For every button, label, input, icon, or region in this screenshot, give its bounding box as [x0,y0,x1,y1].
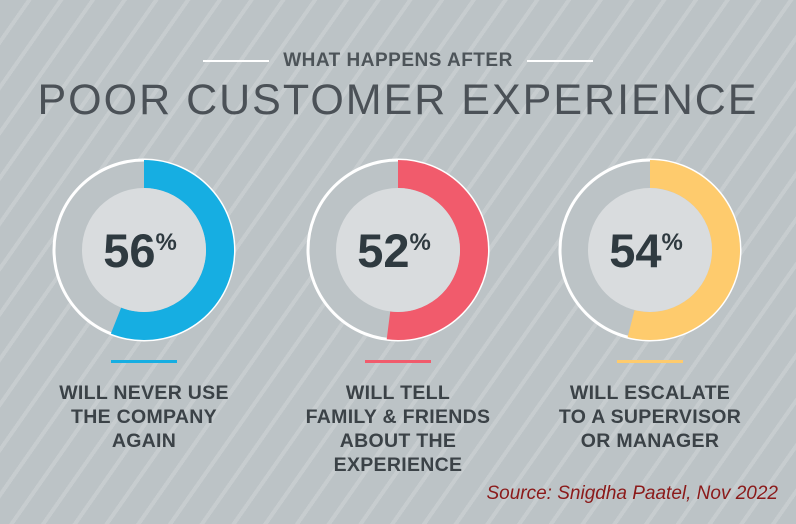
caption-line: WILL ESCALATE [569,382,731,404]
subtitle: WHAT HAPPENS AFTER [283,50,513,71]
stat-caption: WILL NEVER USE THE COMPANY AGAIN [24,381,264,453]
data-label: 54% [609,224,683,277]
color-divider [617,360,683,363]
donut-value-arc [110,160,234,340]
stat-tell-friends: 52% WILL TELL FAMILY & FRIENDS ABOUT THE EXP… [278,158,518,477]
donut-chart: 56% [52,158,236,342]
data-label: 52% [357,224,431,277]
caption-line: OR MANAGER [580,430,720,452]
stat-caption: WILL TELL FAMILY & FRIENDS ABOUT THE EXPERI… [278,381,518,477]
color-divider [365,360,431,363]
donut-chart: 54% [558,158,742,342]
caption-line: TO A SUPERVISOR [558,406,742,428]
donut-inner-disc [82,188,206,312]
subtitle-right-rule [526,60,593,62]
subtitle-left-rule [203,60,270,62]
caption-line: WILL TELL [345,382,451,404]
stat-never-use: 56% WILL NEVER USE THE COMPANY AGAIN [24,158,264,453]
caption-line: ABOUT THE [339,430,457,452]
donut-inner-disc [336,188,460,312]
donut-chart: 52% [306,158,490,342]
subtitle-row: WHAT HAPPENS AFTER [0,50,796,72]
stat-caption: WILL ESCALATE TO A SUPERVISOR OR MANAGER [530,381,770,453]
donut-inner-disc [588,188,712,312]
donut-value-arc [386,160,488,340]
caption-line: FAMILY & FRIENDS [305,406,491,428]
caption-line: AGAIN [111,430,177,452]
stat-escalate: 54% WILL ESCALATE TO A SUPERVISOR OR MANAGE… [530,158,770,453]
header: WHAT HAPPENS AFTER POOR CUSTOMER EXPERIE… [0,50,796,125]
caption-line: WILL NEVER USE [59,382,229,404]
color-divider [111,360,177,363]
caption-line: EXPERIENCE [333,454,463,476]
data-label: 56% [103,224,177,277]
donut-value-arc [627,160,740,340]
page-title: POOR CUSTOMER EXPERIENCE [37,76,759,124]
source-note: Source: Snigdha Paatel, Nov 2022 [486,483,778,504]
caption-line: THE COMPANY [71,406,217,428]
